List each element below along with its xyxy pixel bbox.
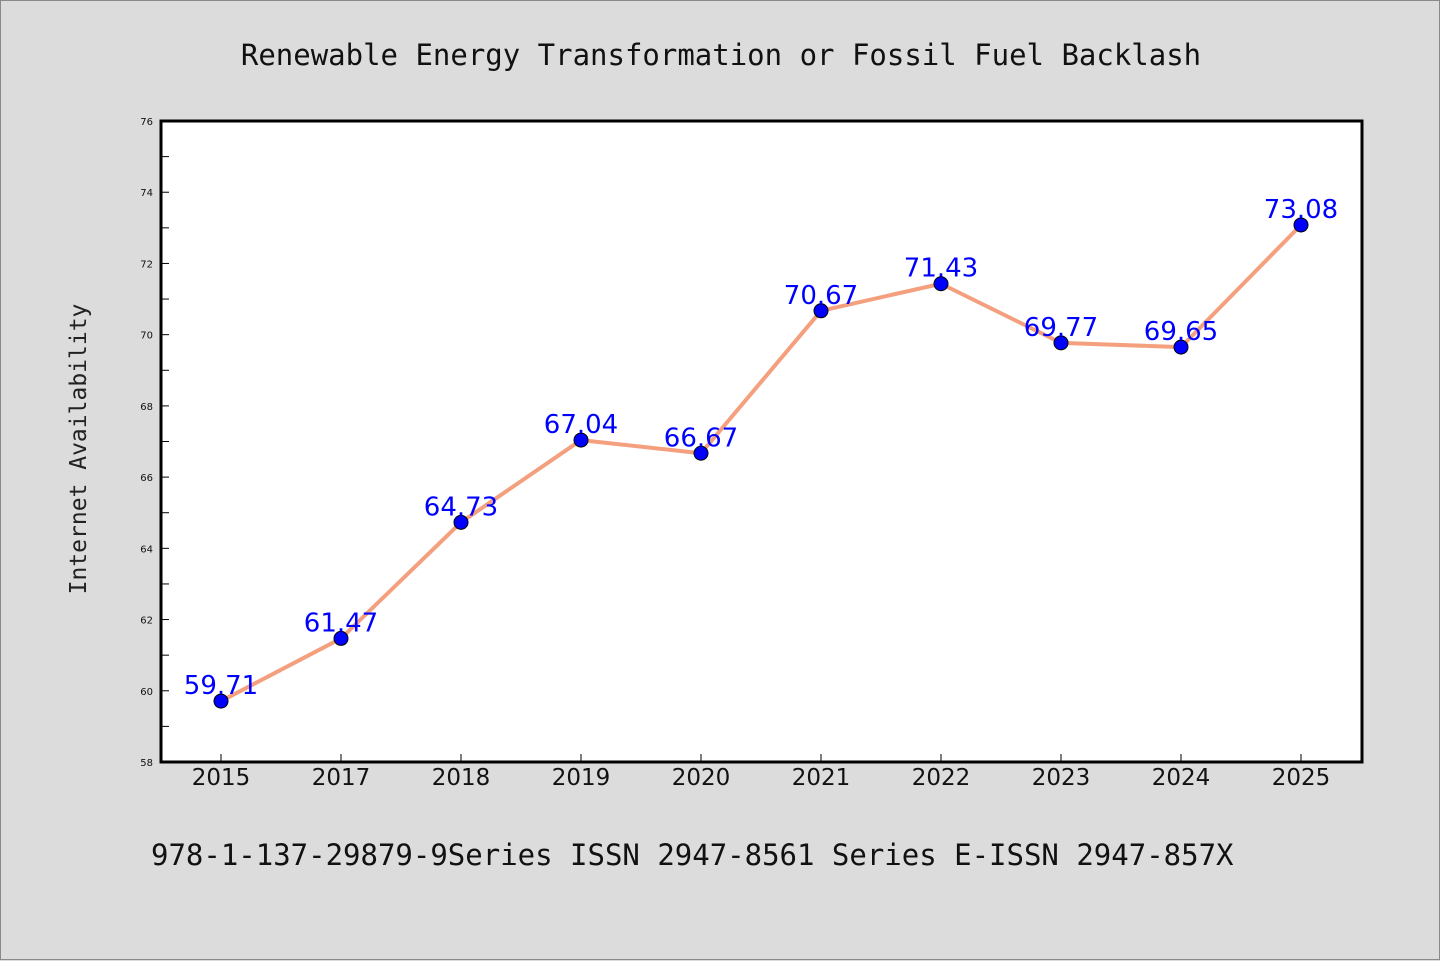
- series-line-group: [219, 222, 1303, 704]
- y-tick-label: 72: [140, 259, 153, 270]
- x-tick-label: 2025: [1272, 765, 1331, 791]
- data-label: 61.47: [304, 608, 378, 638]
- data-point-marker: [333, 630, 349, 646]
- x-tick-label: 2015: [192, 765, 251, 791]
- y-tick-label: 62: [140, 616, 153, 627]
- data-point-marker: [813, 303, 829, 319]
- data-point-marker: [1173, 339, 1189, 355]
- data-point-marker: [1053, 335, 1069, 351]
- x-tick-label: 2024: [1152, 765, 1211, 791]
- y-tick-label: 74: [140, 188, 153, 199]
- y-tick-label: 64: [140, 544, 153, 555]
- y-tick-label: 66: [140, 473, 153, 484]
- data-point-marker: [573, 432, 589, 448]
- data-point-marker: [1293, 217, 1309, 233]
- y-tick-label: 58: [140, 758, 153, 769]
- data-point-marker: [213, 693, 229, 709]
- x-axis: 2015 2017 2018 2019 2020 2021 2022 2023 2024 2025: [192, 754, 1331, 791]
- series-line: [219, 222, 1303, 704]
- data-labels-group: 59.71 61.47 64.73 67.04 66.67 70.67 71.43 69.77…: [184, 195, 1338, 701]
- data-label: 59.71: [184, 671, 258, 701]
- y-axis: 58 60 62 64 66 68 70 72 74 76: [140, 117, 169, 769]
- data-label: 70.67: [784, 281, 858, 311]
- data-label: 66.67: [664, 423, 738, 453]
- x-tick-label: 2018: [432, 765, 491, 791]
- data-label: 67.04: [544, 410, 618, 440]
- markers-group: [213, 217, 1309, 709]
- y-axis-label: Internet Availability: [66, 304, 92, 595]
- data-label: 64.73: [424, 492, 498, 522]
- chart-title: Renewable Energy Transformation or Fossi…: [241, 38, 1201, 72]
- data-label: 73.08: [1264, 195, 1338, 225]
- x-tick-label: 2020: [672, 765, 731, 791]
- x-tick-label: 2017: [312, 765, 371, 791]
- data-label: 69.77: [1024, 313, 1098, 343]
- x-tick-label: 2022: [912, 765, 971, 791]
- y-tick-label: 68: [140, 402, 153, 413]
- x-tick-label: 2021: [792, 765, 851, 791]
- x-tick-label: 2019: [552, 765, 611, 791]
- x-tick-label: 2023: [1032, 765, 1091, 791]
- data-point-marker: [693, 445, 709, 461]
- data-label: 69.65: [1144, 317, 1218, 347]
- footer-isbn-text: 978-1-137-29879-9Series ISSN 2947-8561 S…: [151, 838, 1234, 872]
- y-tick-label: 70: [140, 331, 153, 342]
- y-tick-label: 60: [140, 687, 153, 698]
- data-point-marker: [453, 514, 469, 530]
- data-label: 71.43: [904, 254, 978, 284]
- plot-area: [159, 119, 1364, 764]
- y-tick-label: 76: [140, 117, 153, 128]
- data-point-marker: [933, 276, 949, 292]
